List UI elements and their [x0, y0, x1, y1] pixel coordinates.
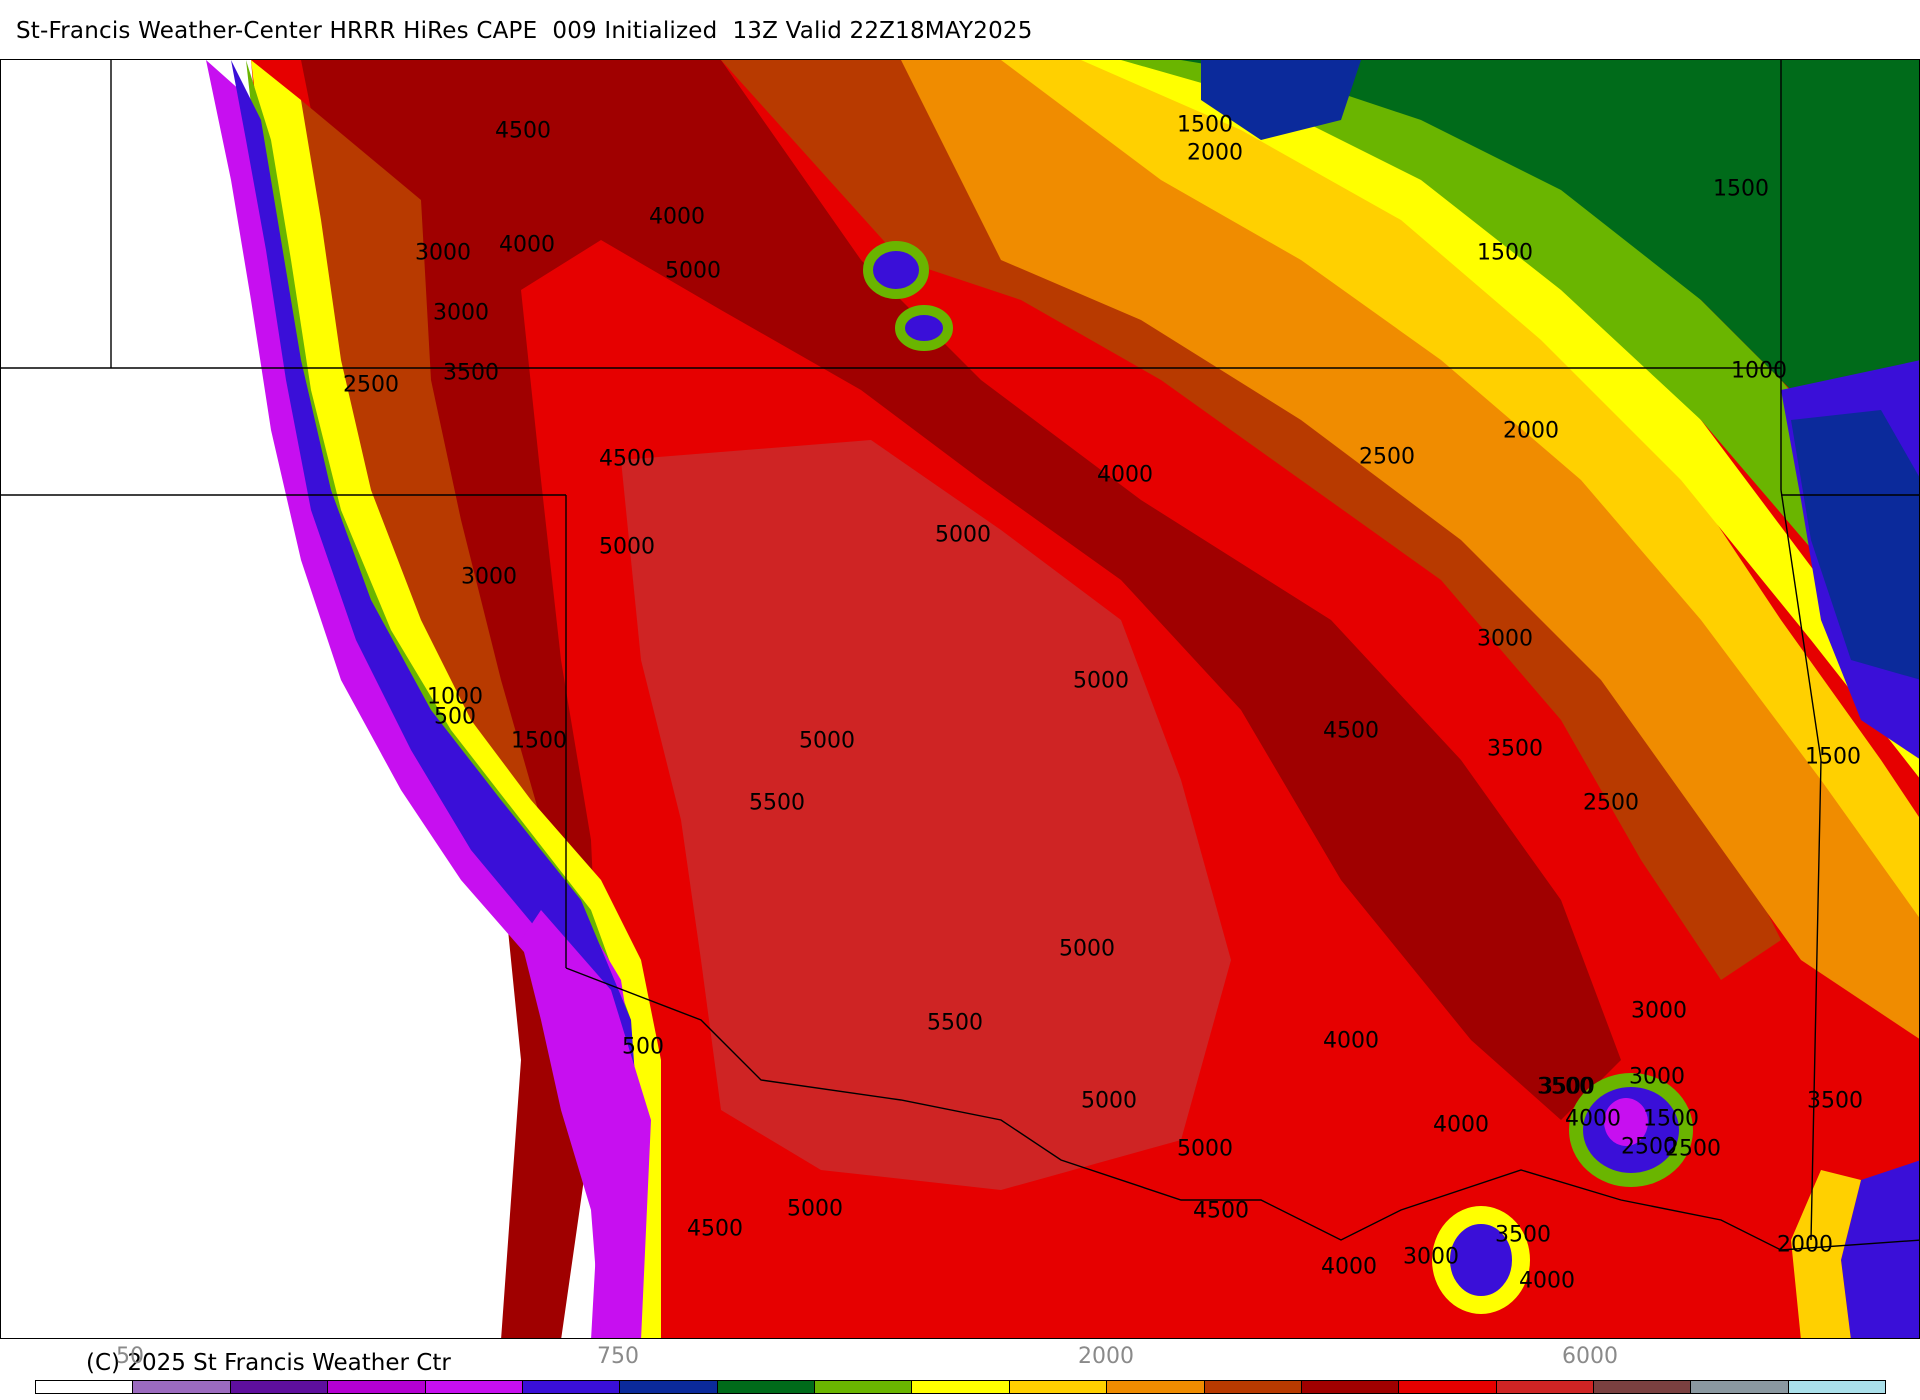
colorbar-swatch	[717, 1381, 815, 1393]
cape-field-layer	[1, 60, 1919, 1338]
coast-violet	[231, 60, 641, 1338]
cell-se-3-edge	[1791, 1170, 1861, 1338]
state-boundaries	[1, 60, 1919, 1251]
band-darkgreen	[1181, 60, 1919, 538]
cape-map: 4500 4000 3000 4000 5000 3000 3500 2500 4500 5000…	[0, 59, 1920, 1339]
colorbar-swatch	[1301, 1381, 1400, 1393]
copyright-notice: (C) 2025 St Francis Weather Ctr	[86, 1350, 451, 1376]
colorbar-swatch	[1009, 1381, 1108, 1393]
band-brown-east	[721, 60, 1781, 980]
colorbar-tick-label: 750	[597, 1344, 639, 1369]
colorbar-swatch	[1496, 1381, 1594, 1393]
colorbar-swatch	[133, 1381, 231, 1393]
colorbar-tick-label: 50	[116, 1344, 144, 1369]
band-blue-north	[1201, 60, 1361, 140]
colorbar-swatch	[1691, 1381, 1789, 1393]
colorbar-swatch	[1594, 1381, 1692, 1393]
colorbar-swatch	[620, 1381, 718, 1393]
band-brown	[301, 100, 541, 840]
offshore-purple	[521, 910, 651, 1338]
core-5000-plus	[621, 440, 1231, 1190]
colorbar-swatch	[912, 1381, 1010, 1393]
colorbar-swatch	[1788, 1381, 1886, 1393]
coast-purple	[206, 60, 641, 1338]
colorbar-swatch	[522, 1381, 621, 1393]
map-title: St-Francis Weather-Center HRRR HiRes CAP…	[16, 18, 1033, 44]
colorbar-tick-label: 6000	[1562, 1344, 1618, 1369]
colorbar-swatch	[230, 1381, 329, 1393]
band-lightgreen	[1121, 60, 1919, 678]
colorbar-swatch	[1399, 1381, 1497, 1393]
colorbar-swatch	[1204, 1381, 1302, 1393]
cell-se-2-core	[1604, 1098, 1648, 1146]
band-orange	[901, 60, 1919, 1039]
band-blue-east	[1791, 410, 1919, 680]
band-dark-red	[301, 60, 1621, 1338]
colorbar-swatch	[1107, 1381, 1205, 1393]
colorbar-tick-label: 2000	[1078, 1344, 1134, 1369]
colorbar-swatch	[328, 1381, 426, 1393]
colorbar-swatch	[36, 1381, 134, 1393]
cell-se-1	[1432, 1206, 1530, 1314]
colorbar-swatch	[815, 1381, 913, 1393]
colorbar-swatch	[425, 1381, 523, 1393]
coast-yellow	[251, 60, 661, 1338]
colorbar	[35, 1380, 1886, 1394]
cell-se-3	[1841, 1160, 1919, 1338]
